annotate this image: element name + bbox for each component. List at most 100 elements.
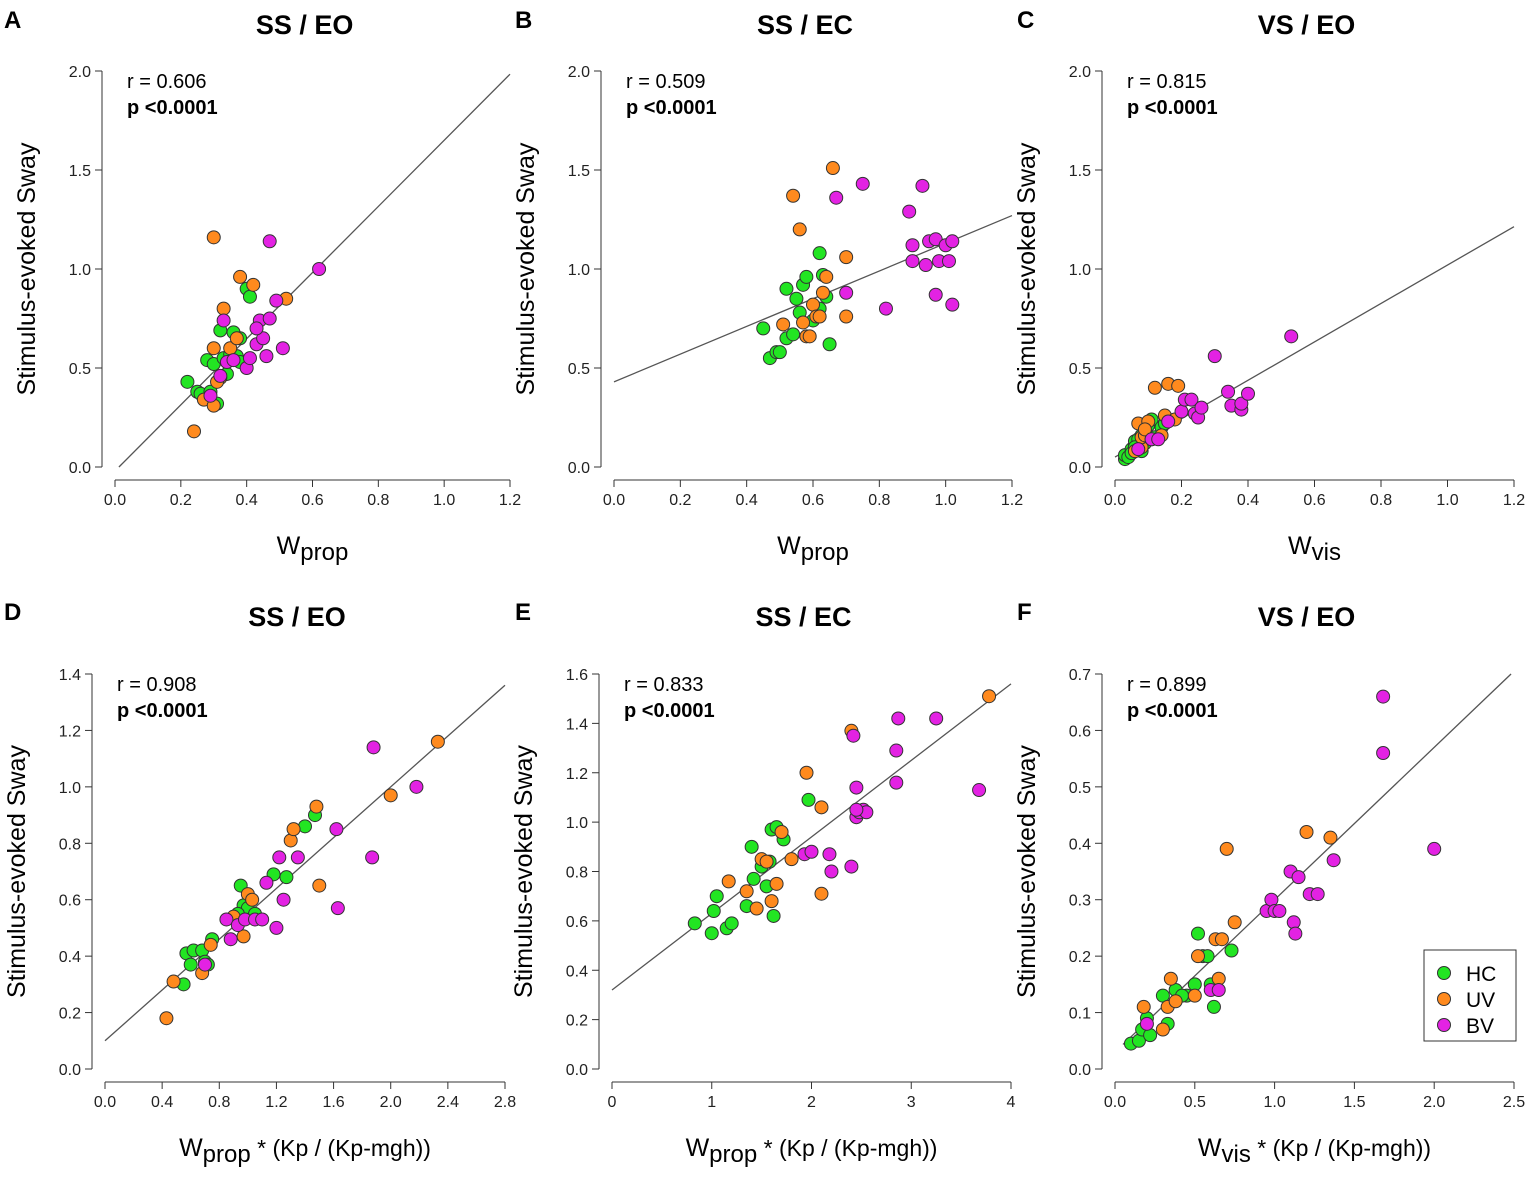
data-point-uv	[806, 297, 820, 312]
p-value: p <0.0001	[127, 97, 218, 119]
x-axis-label-sub: prop	[709, 1141, 757, 1168]
y-tick-label: 1.2	[566, 766, 588, 783]
panel-e: E SS / EC 0 1 2 3 4 0.0 0.2 0.4 0.6 0.8 1.0 1.2 1.4 1.6…	[510, 599, 1016, 1168]
data-point-bv	[1131, 442, 1146, 457]
y-tick-label: 0.0	[59, 1062, 81, 1079]
data-point-uv	[1137, 422, 1152, 437]
y-tick-label: 1.6	[566, 667, 588, 684]
chart-title: VS / EO	[1258, 602, 1356, 632]
data-point-hc	[1190, 926, 1205, 941]
x-axis-label-main: W	[686, 1134, 710, 1162]
y-tick-label: 1.4	[59, 667, 81, 684]
data-point-uv	[430, 734, 445, 749]
data-point-hc	[279, 870, 294, 885]
data-point-uv	[159, 1011, 174, 1026]
y-tick-label: 0.3	[1069, 893, 1091, 910]
panel-letter: D	[4, 599, 21, 626]
panel-letter: F	[1017, 599, 1032, 626]
data-point-bv	[1207, 349, 1222, 364]
data-point-uv	[786, 188, 801, 203]
data-point-bv	[216, 313, 231, 328]
x-tick-label: 2.5	[1503, 1094, 1525, 1111]
data-point-uv	[814, 800, 829, 815]
legend-marker-bv	[1437, 1018, 1451, 1032]
data-point-bv	[945, 234, 960, 249]
data-point-uv	[1190, 949, 1205, 964]
x-axis-label-sub: vis	[1312, 539, 1341, 566]
data-point-uv	[721, 874, 736, 889]
data-point-hc	[298, 819, 312, 834]
r-value: r = 0.833	[624, 674, 704, 696]
x-tick-label: 0.8	[1370, 492, 1392, 509]
p-value: p <0.0001	[624, 700, 715, 722]
data-point-uv	[245, 892, 260, 907]
y-tick-label: 0.8	[566, 865, 588, 882]
x-axis-label-main: W	[277, 532, 301, 560]
y-tick-label: 0.0	[1069, 1062, 1091, 1079]
x-tick-label: 0	[608, 1094, 617, 1111]
y-tick-label: 1.4	[566, 716, 588, 733]
data-point-bv	[918, 258, 933, 273]
data-point-uv	[764, 894, 779, 909]
data-point-bv	[219, 912, 234, 927]
data-point-hc	[789, 291, 804, 306]
data-point-hc	[756, 321, 771, 336]
data-point-uv	[1323, 830, 1338, 845]
x-axis-label: Wprop * (Kp / (Kp-mgh))	[686, 1134, 938, 1168]
data-point-uv	[1147, 380, 1162, 395]
y-tick-label: 0.5	[1069, 361, 1091, 378]
data-point-bv	[1211, 983, 1226, 997]
data-point-uv	[1155, 1022, 1170, 1037]
data-point-bv	[1221, 384, 1236, 399]
data-point-hc	[786, 327, 801, 342]
data-point-bv	[269, 293, 284, 308]
data-point-bv	[839, 285, 854, 300]
data-point-bv	[290, 850, 305, 865]
x-tick-label: 0.4	[151, 1094, 173, 1111]
data-point-uv	[982, 689, 997, 704]
data-point-bv	[846, 728, 861, 743]
data-point-bv	[891, 711, 906, 726]
data-point-uv	[792, 222, 807, 237]
data-point-bv	[878, 301, 893, 316]
x-tick-label: 0.2	[170, 492, 192, 509]
x-tick-label: 0.2	[669, 492, 691, 509]
y-tick-label: 0.8	[59, 836, 81, 853]
legend-marker-hc	[1437, 966, 1451, 980]
series-bv	[203, 234, 327, 403]
x-tick-label: 0.8	[367, 492, 389, 509]
p-value: p <0.0001	[626, 97, 717, 119]
data-point-bv	[275, 341, 290, 356]
data-point-uv	[187, 424, 201, 439]
y-tick-label: 1.0	[568, 262, 590, 279]
data-point-bv	[1310, 887, 1325, 902]
y-tick-label: 0.2	[59, 1006, 81, 1023]
data-point-uv	[216, 301, 231, 316]
data-point-hc	[766, 908, 781, 923]
data-point-bv	[256, 331, 271, 346]
x-axis-label: Wprop * (Kp / (Kp-mgh))	[179, 1134, 431, 1168]
data-point-uv	[784, 852, 799, 867]
y-tick-label: 1.5	[69, 163, 91, 180]
x-tick-label: 1.5	[1343, 1094, 1365, 1111]
series-bv	[198, 740, 424, 972]
y-tick-label: 2.0	[1069, 64, 1091, 81]
x-tick-label: 1.2	[265, 1094, 287, 1111]
x-tick-label: 2	[807, 1094, 816, 1111]
x-axis-label-sub: vis	[1222, 1141, 1251, 1168]
x-tick-label: 0.0	[603, 492, 625, 509]
panel-letter: B	[515, 7, 532, 34]
data-point-hc	[799, 269, 814, 284]
data-point-uv	[1187, 988, 1202, 1003]
data-point-bv	[1272, 904, 1287, 918]
data-point-uv	[814, 886, 829, 901]
data-point-uv	[769, 876, 784, 891]
x-tick-label: 1.0	[1436, 492, 1458, 509]
data-point-uv	[799, 765, 814, 780]
x-axis-label: Wprop	[777, 532, 849, 566]
data-point-bv	[915, 178, 930, 193]
data-point-bv	[1184, 392, 1199, 407]
panel-letter: A	[4, 7, 21, 34]
series-uv	[159, 734, 445, 1026]
data-point-bv	[855, 176, 870, 191]
